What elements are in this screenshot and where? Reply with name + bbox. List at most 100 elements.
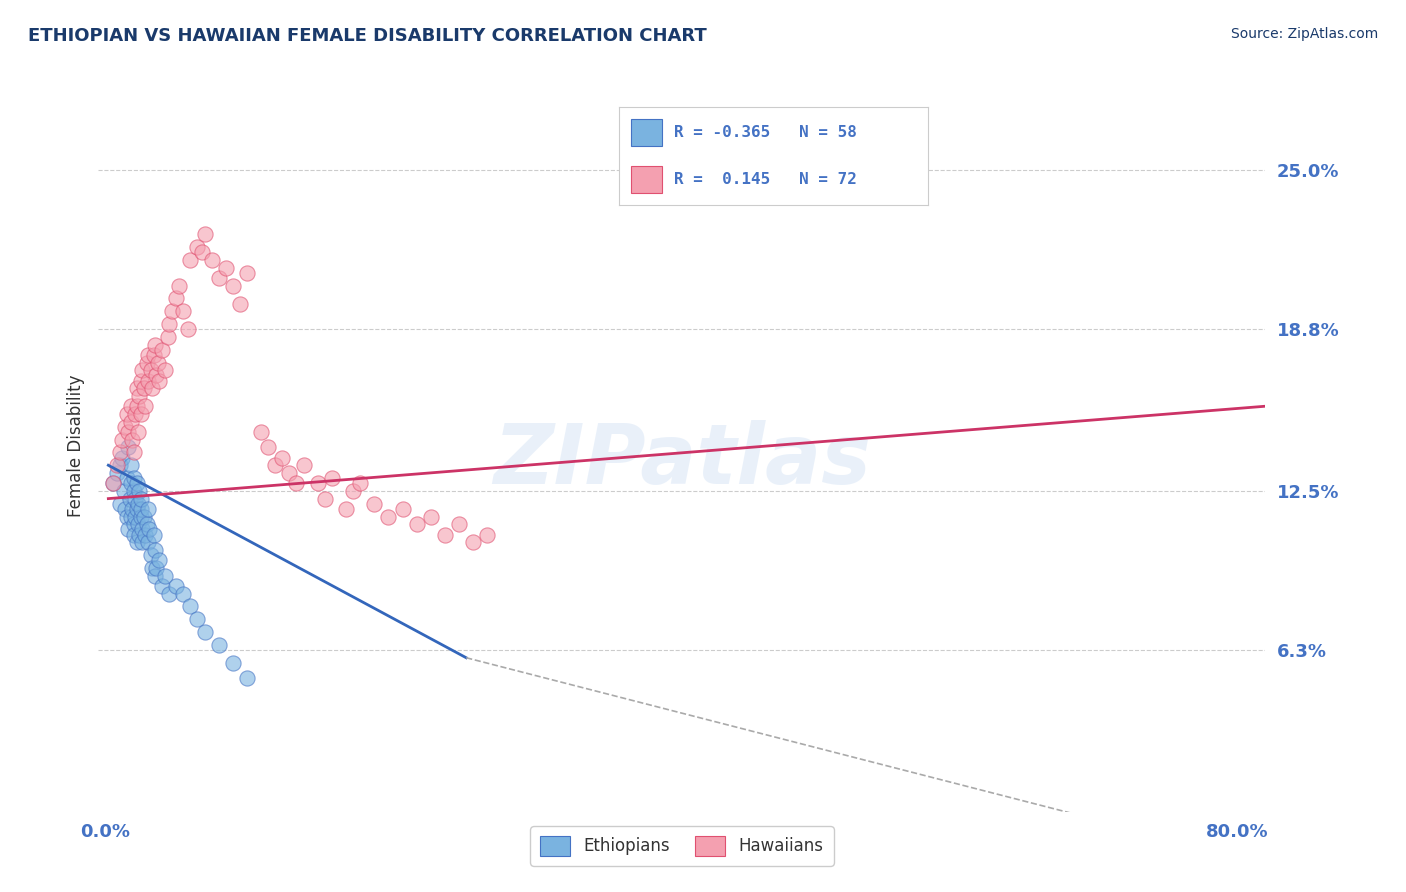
Point: [156, 330, 179, 344]
Point: [139, 548, 162, 562]
Point: [229, 296, 252, 310]
Point: [138, 523, 160, 537]
Point: [342, 483, 364, 498]
Y-axis label: Female Disability: Female Disability: [66, 375, 84, 517]
Point: [125, 399, 148, 413]
Point: [136, 535, 159, 549]
Point: [120, 476, 142, 491]
Point: [250, 425, 273, 439]
Point: [208, 271, 231, 285]
Point: [118, 491, 141, 506]
Point: [141, 381, 163, 395]
Point: [264, 458, 287, 473]
Point: [122, 471, 145, 485]
Text: ETHIOPIAN VS HAWAIIAN FEMALE DISABILITY CORRELATION CHART: ETHIOPIAN VS HAWAIIAN FEMALE DISABILITY …: [28, 27, 707, 45]
Text: R =  0.145   N = 72: R = 0.145 N = 72: [675, 172, 858, 187]
Point: [143, 568, 166, 582]
Point: [125, 501, 148, 516]
Point: [148, 553, 170, 567]
Point: [122, 445, 145, 459]
Point: [135, 355, 157, 369]
Point: [165, 579, 187, 593]
Point: [117, 440, 139, 454]
Point: [307, 476, 329, 491]
Point: [176, 322, 198, 336]
Point: [208, 638, 231, 652]
Point: [285, 476, 308, 491]
Point: [132, 381, 155, 395]
Point: [143, 337, 166, 351]
Bar: [631, 166, 662, 194]
Point: [129, 501, 152, 516]
Point: [179, 252, 201, 267]
Point: [131, 363, 153, 377]
Point: [132, 509, 155, 524]
Point: [145, 561, 167, 575]
Point: [122, 483, 145, 498]
Point: [136, 348, 159, 362]
Text: Source: ZipAtlas.com: Source: ZipAtlas.com: [1230, 27, 1378, 41]
Point: [405, 517, 427, 532]
Point: [193, 625, 215, 640]
Point: [125, 476, 148, 491]
Point: [160, 304, 183, 318]
Point: [148, 374, 170, 388]
Point: [292, 458, 315, 473]
Point: [157, 317, 180, 331]
Point: [463, 535, 485, 549]
Point: [193, 227, 215, 242]
Point: [150, 579, 173, 593]
Point: [125, 381, 148, 395]
Point: [134, 527, 156, 541]
Point: [114, 419, 136, 434]
Point: [145, 368, 167, 383]
Point: [120, 458, 142, 473]
Legend: Ethiopians, Hawaiians: Ethiopians, Hawaiians: [530, 826, 834, 865]
Point: [143, 543, 166, 558]
Point: [157, 586, 180, 600]
Point: [449, 517, 471, 532]
Point: [112, 483, 135, 498]
Point: [186, 612, 208, 626]
Point: [222, 656, 245, 670]
Point: [121, 433, 143, 447]
Point: [131, 535, 153, 549]
Point: [200, 252, 222, 267]
Point: [101, 476, 124, 491]
Point: [111, 433, 134, 447]
Point: [115, 407, 138, 421]
Point: [142, 348, 165, 362]
Text: R = -0.365   N = 58: R = -0.365 N = 58: [675, 125, 858, 140]
Point: [236, 266, 259, 280]
Point: [153, 568, 176, 582]
Point: [136, 374, 159, 388]
Point: [433, 527, 456, 541]
Point: [165, 292, 187, 306]
Bar: [631, 119, 662, 146]
Point: [115, 471, 138, 485]
Point: [363, 497, 385, 511]
Point: [105, 458, 128, 473]
Point: [150, 343, 173, 357]
Point: [122, 527, 145, 541]
Point: [108, 497, 131, 511]
Point: [153, 363, 176, 377]
Point: [114, 501, 136, 516]
Point: [124, 407, 146, 421]
Point: [124, 509, 146, 524]
Point: [321, 471, 343, 485]
Point: [135, 517, 157, 532]
Point: [108, 458, 131, 473]
Point: [335, 501, 357, 516]
Point: [136, 501, 159, 516]
Point: [128, 389, 150, 403]
Point: [172, 304, 194, 318]
Point: [172, 586, 194, 600]
Point: [236, 671, 259, 685]
Point: [222, 278, 245, 293]
Text: ZIPatlas: ZIPatlas: [494, 420, 870, 501]
Point: [419, 509, 441, 524]
Point: [190, 245, 212, 260]
Point: [134, 399, 156, 413]
Point: [215, 260, 238, 275]
